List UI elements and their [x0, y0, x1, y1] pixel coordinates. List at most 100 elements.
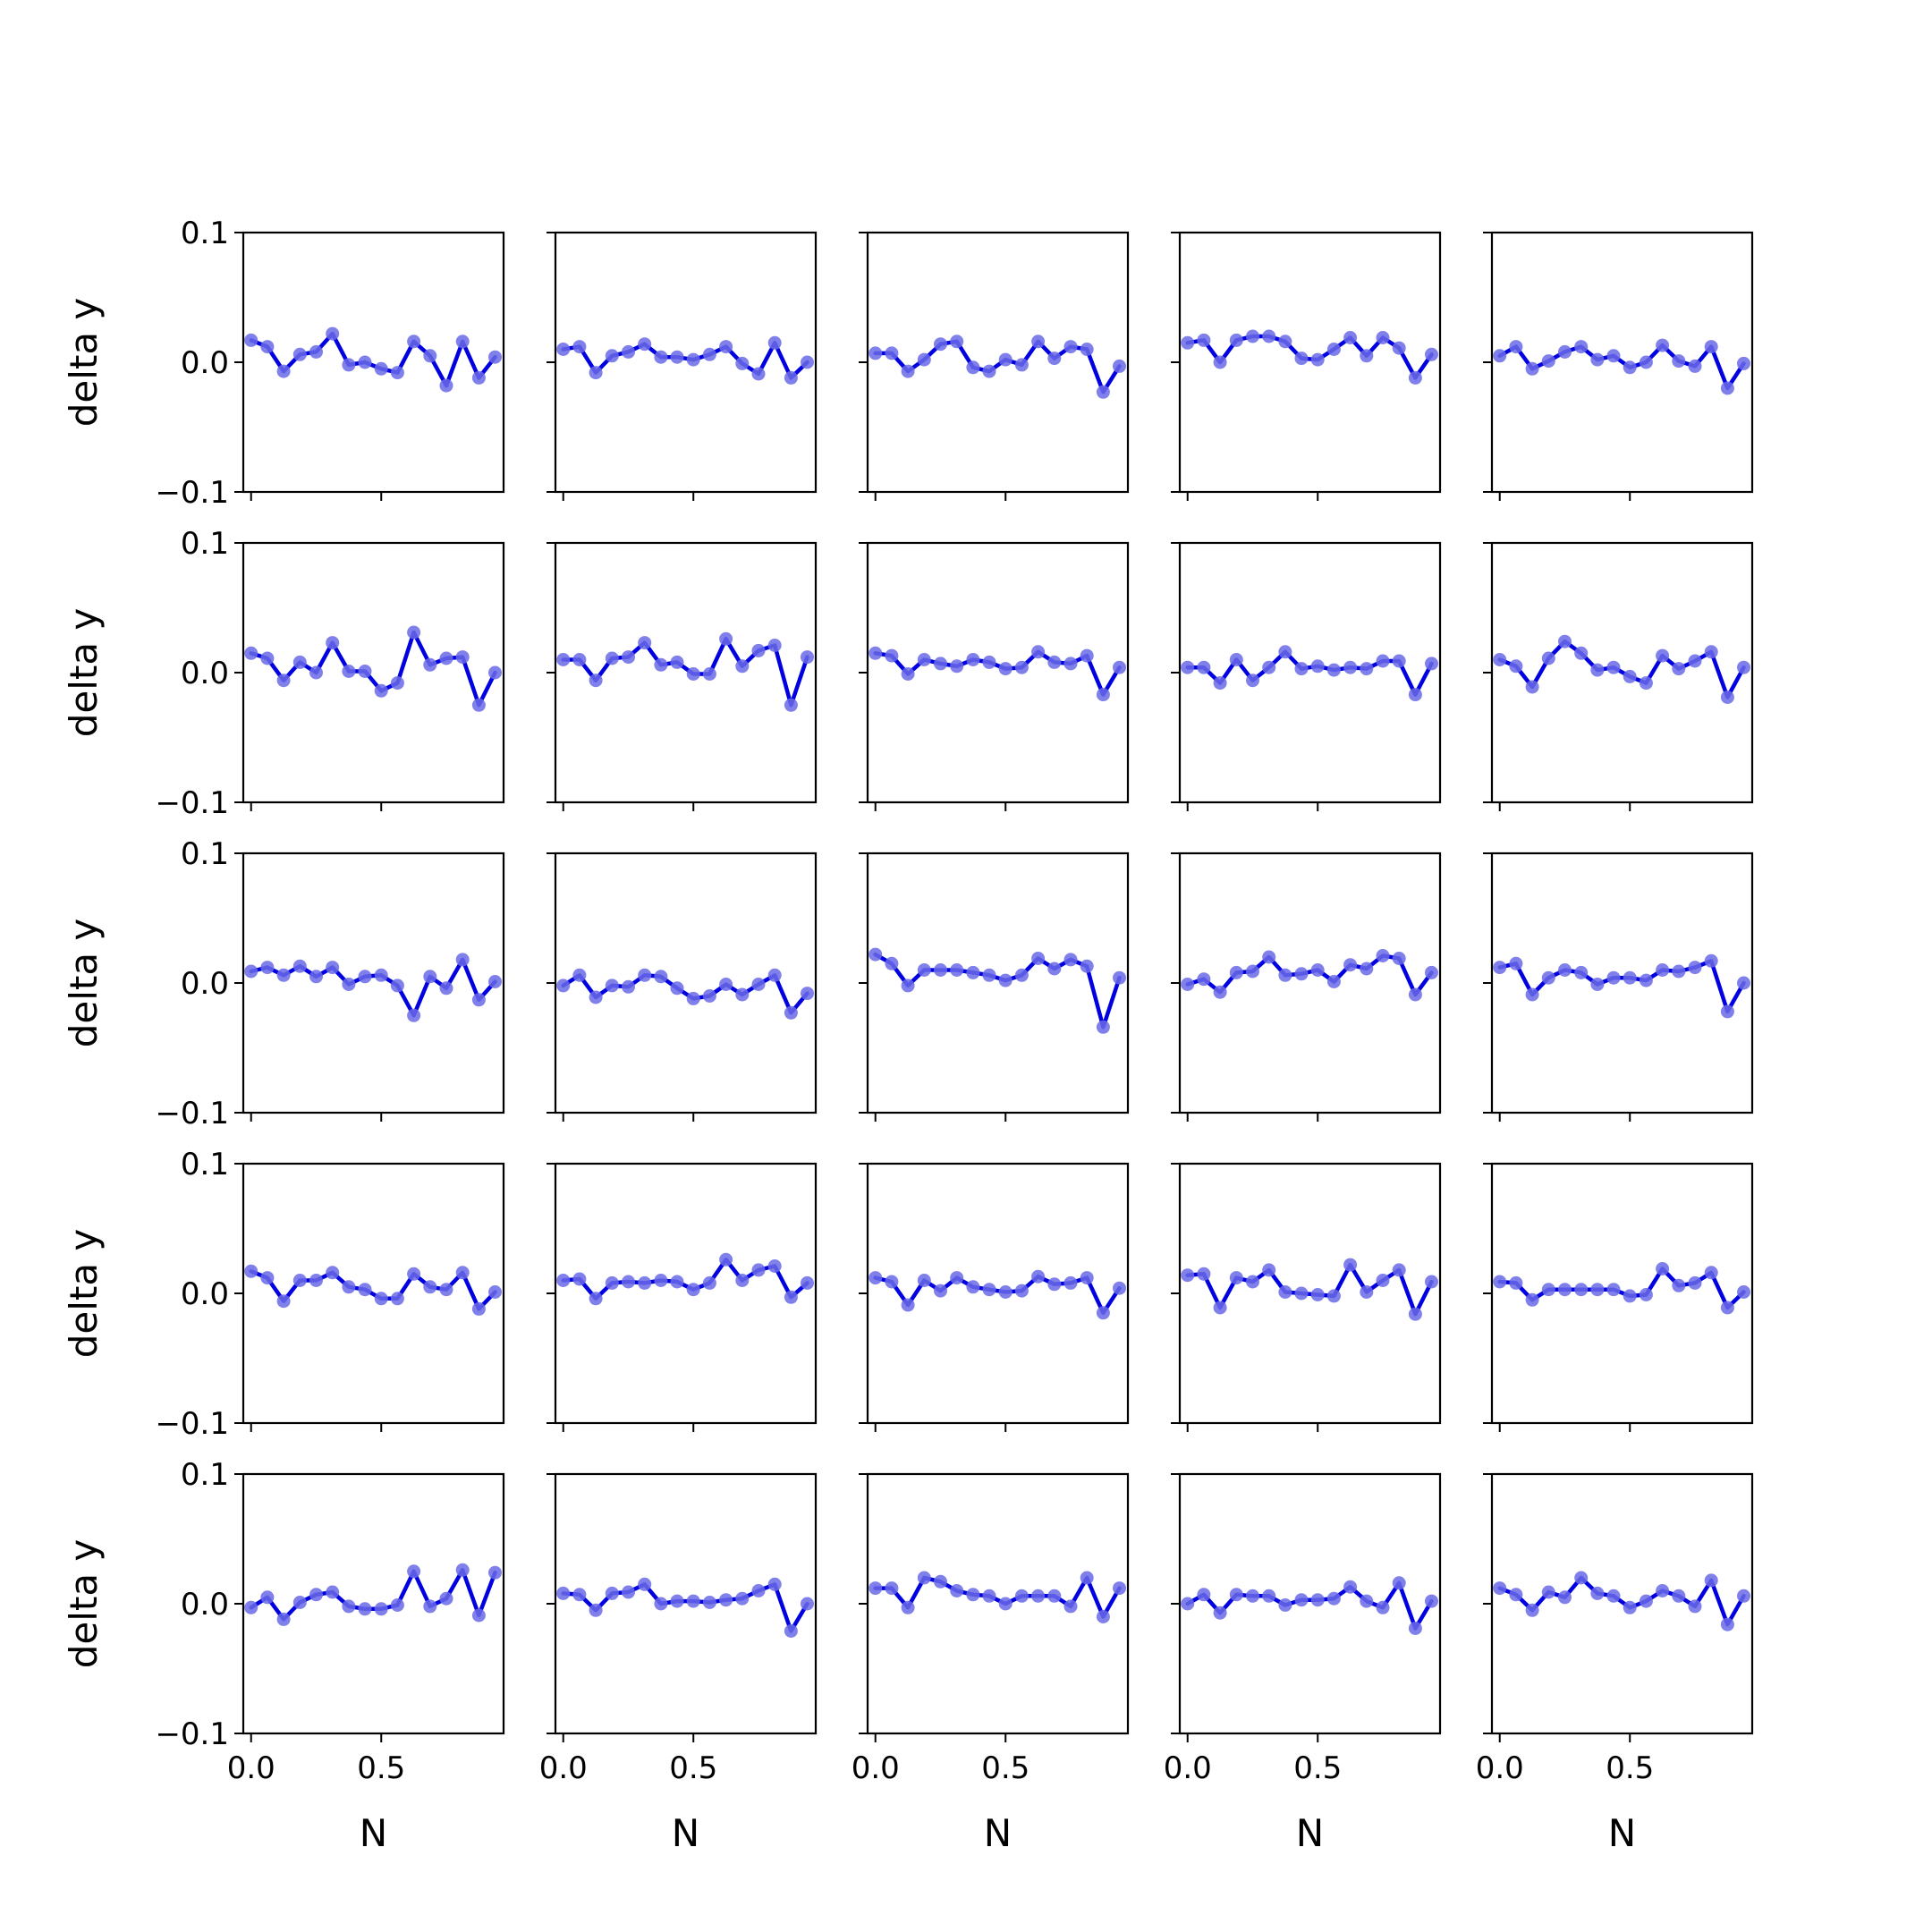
data-point [869, 646, 883, 660]
data-point [1278, 968, 1292, 982]
data-point [702, 347, 716, 361]
data-point [374, 361, 388, 376]
data-point [1656, 1262, 1670, 1275]
data-point [1360, 1285, 1374, 1299]
data-point [1031, 952, 1046, 965]
data-point [784, 1290, 798, 1304]
series-line [249, 630, 497, 708]
y-tick-label: −0.1 [155, 785, 229, 821]
data-point [1181, 660, 1195, 674]
data-point [589, 1292, 603, 1306]
data-point [719, 340, 733, 354]
data-point [1558, 1283, 1572, 1297]
data-point [1031, 335, 1046, 349]
data-point [1704, 1573, 1718, 1588]
axes-frame [242, 852, 505, 1114]
data-point [1509, 340, 1523, 354]
data-point [1541, 970, 1555, 985]
data-point [1493, 349, 1507, 363]
data-point [1246, 1275, 1259, 1289]
data-point [1509, 956, 1523, 970]
data-point [1425, 1594, 1438, 1608]
subplot-r1-c4 [1171, 231, 1442, 501]
data-point [982, 364, 996, 378]
data-point [342, 1599, 356, 1614]
data-point [1672, 964, 1686, 979]
data-point [670, 1275, 684, 1289]
series-line [873, 1274, 1122, 1316]
data-point [1574, 1283, 1589, 1297]
subplot-r4-c3 [859, 1162, 1130, 1432]
data-point [471, 698, 486, 712]
axes-frame [1490, 231, 1754, 494]
data-point [556, 1274, 571, 1287]
data-point [934, 657, 947, 671]
data-point [1343, 1258, 1358, 1272]
data-point [1113, 1281, 1126, 1295]
x-tick-label: 0.0 [1476, 1750, 1524, 1786]
data-point [1063, 657, 1078, 671]
data-point [1392, 1576, 1406, 1590]
data-point [556, 653, 571, 666]
data-point [950, 963, 964, 977]
data-point [1590, 1586, 1605, 1600]
data-point [276, 364, 291, 378]
data-point [982, 655, 996, 669]
data-point [326, 326, 340, 341]
data-point [966, 360, 980, 375]
data-point [276, 968, 291, 982]
data-point [1720, 1301, 1734, 1315]
data-point [1525, 361, 1539, 376]
data-point [1262, 1263, 1276, 1277]
data-point [950, 1271, 964, 1285]
data-point [1294, 1286, 1309, 1301]
subplot-r1-c5 [1483, 231, 1754, 501]
subplot-r1-c1: −0.1 0.0 0.1 delta y [62, 216, 505, 511]
data-point [605, 1275, 619, 1290]
axes-frame [242, 541, 505, 804]
data-point [1720, 381, 1734, 395]
data-point [1031, 645, 1046, 659]
y-tick-label: 0.1 [181, 216, 229, 251]
data-point [358, 1283, 372, 1297]
series-line [1185, 953, 1434, 997]
series-line [1185, 334, 1434, 380]
x-axis-label: N [1296, 1811, 1324, 1855]
data-point [455, 335, 470, 349]
data-point [1229, 965, 1243, 979]
subplot-r2-c2 [547, 541, 818, 811]
subplot-r3-c5 [1483, 852, 1754, 1122]
axes-frame [242, 1472, 505, 1735]
data-point [966, 1280, 980, 1294]
data-point [1606, 970, 1621, 985]
data-point [244, 964, 258, 979]
data-point [455, 650, 470, 665]
data-point [326, 961, 340, 975]
data-point [998, 973, 1013, 987]
data-point [423, 1599, 437, 1614]
data-point [390, 1598, 404, 1612]
y-tick-label: 0.1 [181, 1457, 229, 1493]
x-tick-label: 0.5 [981, 1750, 1030, 1786]
data-point [1558, 963, 1572, 977]
data-point [1558, 344, 1572, 359]
data-point [1606, 1283, 1621, 1297]
data-point [784, 1005, 798, 1020]
data-point [686, 1283, 700, 1297]
data-point [374, 1292, 388, 1306]
data-point [1590, 352, 1605, 367]
series-line [1497, 959, 1746, 1014]
data-point [934, 1284, 947, 1298]
data-point [1672, 1278, 1686, 1292]
data-point [309, 665, 323, 680]
data-point [735, 659, 750, 674]
data-point [488, 350, 502, 364]
data-point [622, 650, 635, 665]
data-point [1278, 1598, 1292, 1612]
data-point [1343, 331, 1358, 344]
data-point [1096, 1020, 1110, 1034]
series-line [1185, 1262, 1434, 1317]
data-point [342, 978, 356, 991]
data-point [1014, 660, 1029, 674]
